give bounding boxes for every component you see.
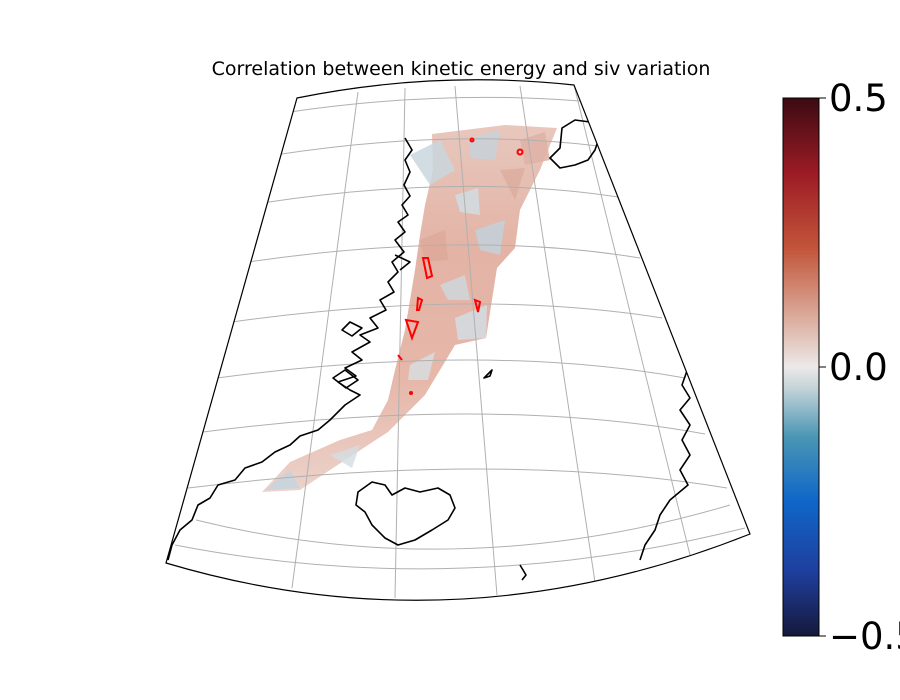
colorbar: 0.5 0.0 −0.5 (783, 77, 900, 658)
colorbar-gradient (783, 98, 819, 636)
colorbar-tick-label: −0.5 (829, 615, 900, 658)
colorbar-tick-label: 0.5 (829, 77, 888, 120)
map-panel (160, 60, 760, 620)
colorbar-tick-label: 0.0 (829, 346, 888, 389)
colorbar-ticks: 0.5 0.0 −0.5 (819, 77, 900, 658)
